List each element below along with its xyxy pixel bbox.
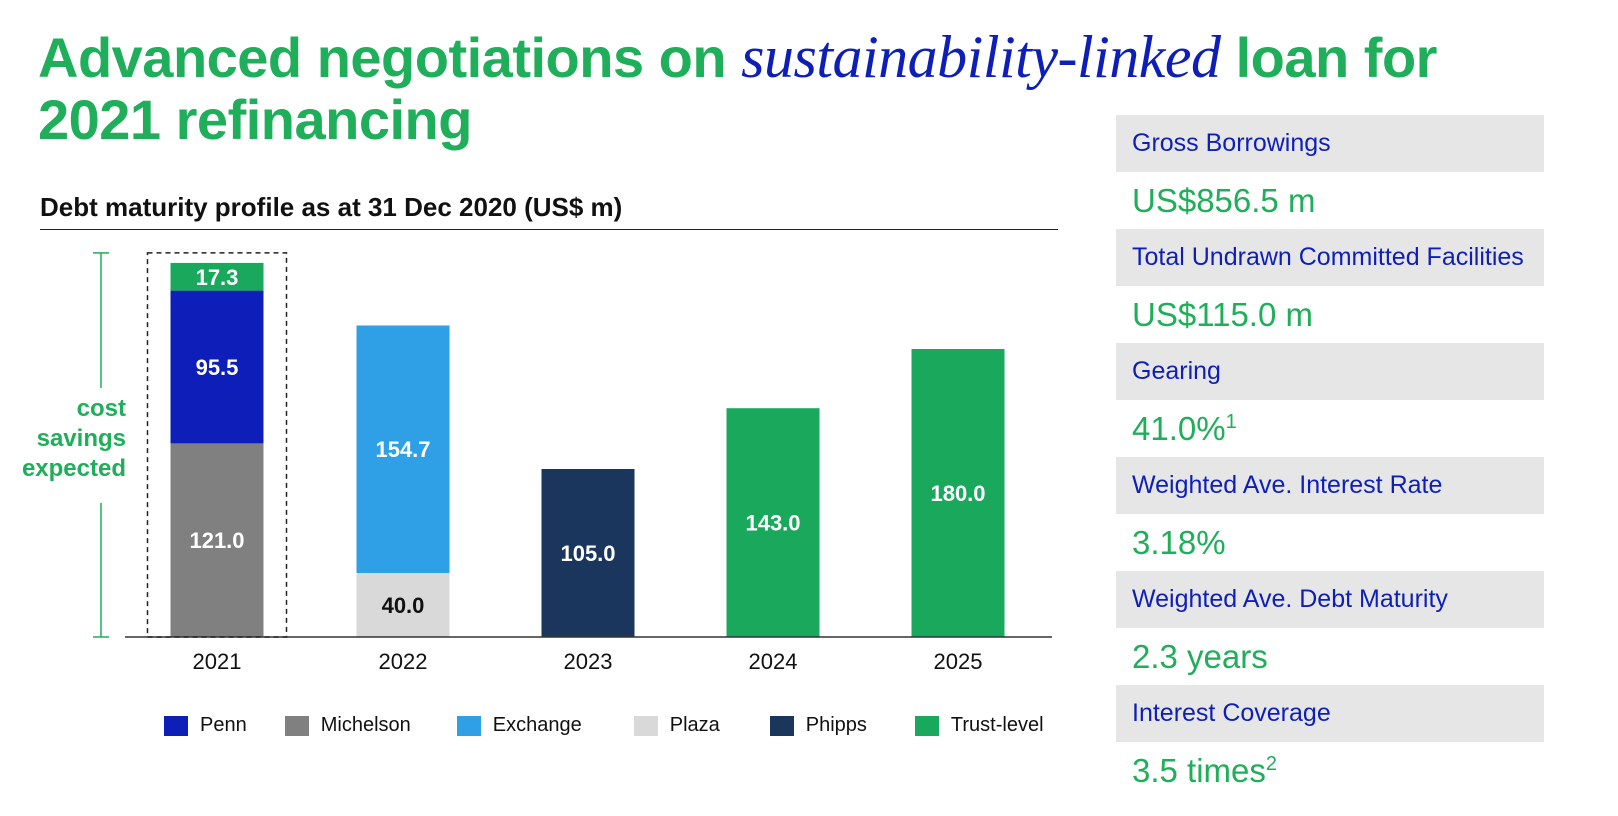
- kpi-label-gross-borrowings: Gross Borrowings: [1116, 115, 1544, 172]
- page-title: Advanced negotiations on sustainability-…: [38, 26, 1518, 151]
- legend-label: Trust-level: [950, 714, 1044, 736]
- data-label-2025-trust-level: 180.0: [930, 481, 985, 506]
- kpi-value-text: 41.0%: [1132, 410, 1226, 447]
- legend-label: Penn: [200, 714, 247, 736]
- kpi-label-undrawn-facilities: Total Undrawn Committed Facilities: [1116, 229, 1544, 286]
- x-tick-label-2023: 2023: [564, 649, 613, 674]
- legend-swatch: [456, 715, 481, 736]
- kpi-label-gearing: Gearing: [1116, 343, 1544, 400]
- kpi-value-gross-borrowings: US$856.5 m: [1116, 172, 1544, 229]
- kpi-value-text: 2.3 years: [1132, 638, 1268, 675]
- kpi-value-interest-rate: 3.18%: [1116, 514, 1544, 571]
- data-label-2021-trust-level: 17.3: [196, 265, 239, 290]
- legend-item-phipps: Phipps: [769, 714, 867, 737]
- x-tick-label-2022: 2022: [379, 649, 428, 674]
- bar-2024-trust-level: [726, 408, 820, 637]
- bar-2023-phipps: [541, 469, 635, 637]
- chart-title: Debt maturity profile as at 31 Dec 2020 …: [40, 192, 623, 222]
- legend-item-michelson: Michelson: [284, 714, 411, 737]
- bar-2025-trust-level: [911, 349, 1005, 637]
- title-emphasis: sustainability-linked: [741, 24, 1221, 90]
- legend-item-exchange: Exchange: [456, 714, 582, 737]
- data-label-2024-trust-level: 143.0: [745, 511, 800, 536]
- x-tick-label-2025: 2025: [934, 649, 983, 674]
- kpi-footnote: 2: [1265, 753, 1278, 775]
- title-part-2: loan for 2021 refinancing: [38, 26, 1437, 151]
- legend-swatch: [914, 715, 939, 736]
- legend-swatch: [164, 715, 188, 736]
- kpi-footnote: 1: [1225, 411, 1237, 433]
- kpi-value-text: US$856.5 m: [1132, 182, 1316, 219]
- legend-item-plaza: Plaza: [633, 714, 720, 737]
- x-tick-label-2024: 2024: [749, 649, 798, 674]
- data-label-2022-plaza: 40.0: [382, 593, 425, 618]
- bar-2022-plaza: [356, 573, 450, 637]
- legend-label: Michelson: [320, 714, 411, 736]
- debt-maturity-chart: 17.3 95.5 121.0 154.7 40.0 105.0 143.0 180.0 202…: [93, 252, 1052, 674]
- data-label-2021-michelson: 121.0: [189, 528, 244, 553]
- data-label-2023-phipps: 105.0: [560, 541, 615, 566]
- x-tick-label-2021: 2021: [193, 649, 242, 674]
- kpi-value-debt-maturity: 2.3 years: [1116, 628, 1544, 685]
- legend-label: Phipps: [805, 714, 867, 736]
- legend-item-trust-level: Trust-level: [914, 714, 1044, 737]
- data-label-2022-exchange: 154.7: [375, 437, 430, 462]
- kpi-value-text: US$115.0 m: [1132, 296, 1313, 333]
- title-part-1: Advanced negotiations on: [38, 26, 742, 89]
- legend-swatch: [284, 715, 309, 736]
- kpi-label-debt-maturity: Weighted Ave. Debt Maturity: [1116, 571, 1544, 628]
- kpi-value-undrawn-facilities: US$115.0 m: [1116, 286, 1544, 343]
- kpi-value-text: 3.18%: [1132, 524, 1226, 561]
- bar-2021-michelson: [170, 443, 264, 637]
- kpi-value-gearing: 41.0%1: [1116, 400, 1544, 457]
- legend-label: Exchange: [492, 714, 582, 736]
- bar-2021-trust-level: [170, 262, 264, 291]
- legend-swatch: [769, 715, 794, 736]
- legend-swatch: [633, 715, 658, 736]
- kpi-label-interest-rate: Weighted Ave. Interest Rate: [1116, 457, 1544, 514]
- kpi-value-interest-coverage: 3.5 times2: [1116, 742, 1544, 799]
- chart-title-rule: [40, 229, 1058, 230]
- bar-2022-exchange: [356, 325, 450, 573]
- chart-legend: Penn Michelson Exchange Plaza Phipps Trust-le…: [164, 714, 1044, 737]
- legend-label: Plaza: [669, 714, 720, 736]
- kpi-label-interest-coverage: Interest Coverage: [1116, 685, 1544, 742]
- cost-savings-annotation: cost savings expected: [21, 395, 126, 482]
- kpi-panel: Gross Borrowings US$856.5 m Total Undraw…: [1116, 115, 1544, 799]
- data-label-2021-penn: 95.5: [196, 355, 239, 380]
- legend-item-penn: Penn: [164, 714, 247, 737]
- bar-2021-penn: [170, 290, 264, 444]
- kpi-value-text: 3.5 times: [1132, 752, 1266, 789]
